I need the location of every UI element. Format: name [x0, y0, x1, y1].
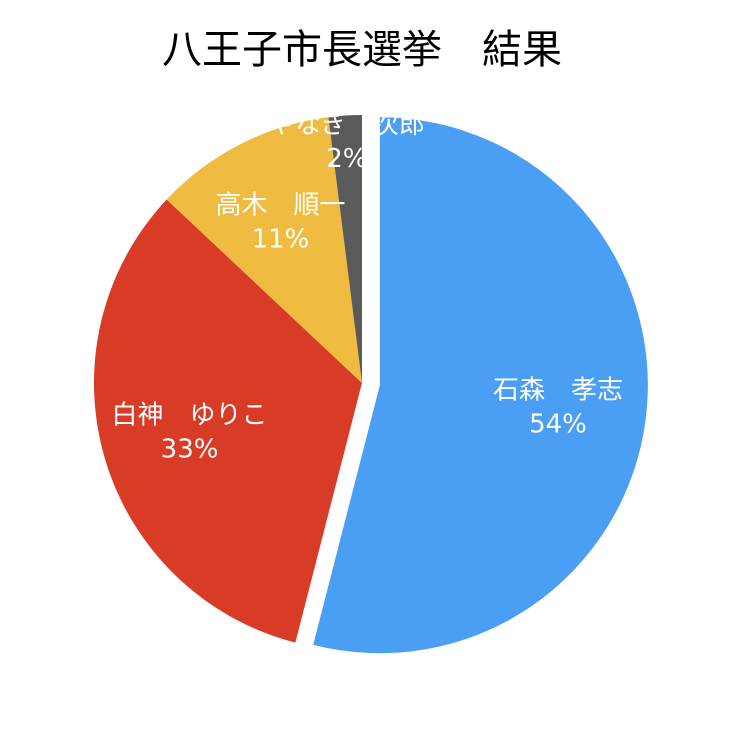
slice-label: 石森 孝志 — [493, 375, 623, 405]
pie-slice — [328, 115, 362, 383]
slice-value-label: 33% — [161, 435, 219, 465]
chart-title: 八王子市長選挙 結果 — [162, 27, 562, 73]
pie-slice — [313, 117, 648, 654]
slice-label: やなぎ 次郎 — [269, 110, 425, 140]
pie-slice — [94, 199, 362, 643]
slice-value-label: 54% — [529, 409, 587, 439]
slice-label: 白神 ゆりこ — [112, 401, 268, 431]
slice-label: 高木 順一 — [215, 191, 345, 221]
pie-slice — [166, 117, 362, 384]
slice-value-label: 11% — [252, 225, 310, 255]
slice-value-label: 2% — [326, 144, 367, 174]
